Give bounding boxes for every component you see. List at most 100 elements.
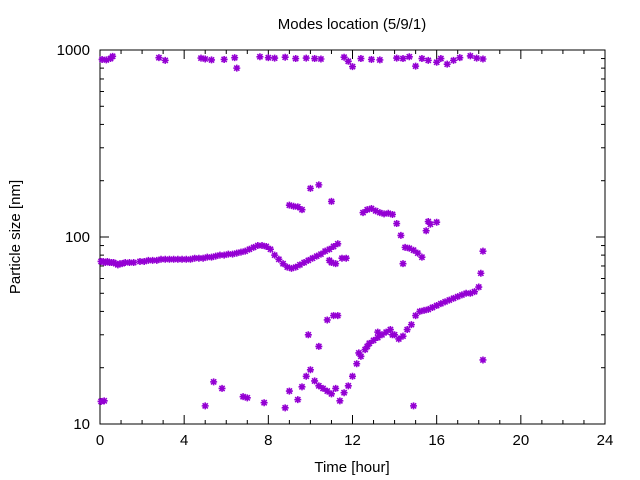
data-point	[149, 256, 157, 264]
data-point	[302, 54, 310, 62]
data-point	[260, 399, 268, 407]
data-point	[479, 356, 487, 364]
data-point	[382, 328, 390, 336]
data-point	[344, 57, 352, 65]
data-point	[174, 255, 182, 263]
data-point	[165, 255, 173, 263]
data-point	[393, 220, 401, 228]
data-point	[191, 254, 199, 262]
data-point	[281, 53, 289, 61]
data-point	[130, 259, 138, 267]
data-point	[395, 335, 403, 343]
data-point	[332, 260, 340, 268]
data-point	[262, 242, 270, 250]
y-tick-label: 1000	[57, 42, 90, 59]
data-point	[243, 394, 251, 402]
data-point	[298, 383, 306, 391]
data-point	[306, 366, 314, 374]
x-tick-label: 4	[180, 432, 188, 449]
data-point	[256, 53, 264, 61]
data-point	[336, 397, 344, 405]
data-point	[294, 396, 302, 404]
x-tick-label: 0	[96, 432, 104, 449]
data-point	[292, 263, 300, 271]
data-point	[372, 207, 380, 215]
data-point	[315, 181, 323, 189]
data-point	[330, 312, 338, 320]
x-tick-label: 16	[428, 432, 445, 449]
data-point	[304, 331, 312, 339]
data-point	[279, 260, 287, 268]
data-point	[241, 247, 249, 255]
data-point	[195, 254, 203, 262]
data-point	[437, 300, 445, 308]
data-point	[418, 55, 426, 63]
data-point	[325, 245, 333, 253]
data-point	[363, 342, 371, 350]
data-point	[397, 231, 405, 239]
data-point	[294, 203, 302, 211]
data-point	[315, 382, 323, 390]
data-point	[466, 289, 474, 297]
data-point	[357, 55, 365, 63]
data-point	[271, 54, 279, 62]
data-point	[367, 55, 375, 63]
data-point	[304, 256, 312, 264]
data-point	[323, 387, 331, 395]
data-point	[245, 245, 253, 253]
data-point	[100, 397, 108, 405]
data-point	[458, 291, 466, 299]
data-point	[428, 303, 436, 311]
data-point	[170, 255, 178, 263]
data-point	[359, 209, 367, 217]
data-point	[338, 254, 346, 262]
data-point	[418, 253, 426, 261]
data-point	[121, 259, 129, 267]
data-point	[321, 247, 329, 255]
data-point	[178, 255, 186, 263]
data-point	[327, 390, 335, 398]
data-point	[424, 56, 432, 64]
data-point	[182, 255, 190, 263]
data-point	[441, 298, 449, 306]
data-point	[374, 334, 382, 342]
data-point	[405, 53, 413, 61]
data-point	[376, 56, 384, 64]
data-point	[315, 342, 323, 350]
data-point	[355, 349, 363, 357]
data-point	[317, 250, 325, 258]
data-point	[271, 251, 279, 259]
data-point	[443, 60, 451, 68]
data-point	[479, 55, 487, 63]
x-tick-label: 20	[512, 432, 529, 449]
data-point	[309, 254, 317, 262]
data-point	[155, 54, 163, 62]
y-axis-label: Particle size [nm]	[7, 180, 24, 294]
data-point	[208, 56, 216, 64]
data-point	[332, 384, 340, 392]
data-point	[250, 243, 258, 251]
data-point	[201, 402, 209, 410]
data-point	[298, 206, 306, 214]
data-point	[311, 55, 319, 63]
plot-frame	[99, 49, 606, 425]
data-point	[327, 197, 335, 205]
data-point	[334, 312, 342, 320]
data-point	[201, 55, 209, 63]
x-axis: 0 4 8 12 16 20 24	[96, 50, 613, 449]
data-point	[218, 384, 226, 392]
data-point	[399, 332, 407, 340]
data-point	[144, 256, 152, 264]
data-point	[311, 377, 319, 385]
data-point	[323, 316, 331, 324]
data-point	[340, 389, 348, 397]
data-point	[414, 249, 422, 257]
data-point	[473, 54, 481, 62]
data-point	[386, 326, 394, 334]
data-point	[317, 55, 325, 63]
data-point	[285, 387, 293, 395]
data-point	[479, 247, 487, 255]
data-point	[344, 382, 352, 390]
data-point	[471, 288, 479, 296]
data-point	[403, 326, 411, 334]
